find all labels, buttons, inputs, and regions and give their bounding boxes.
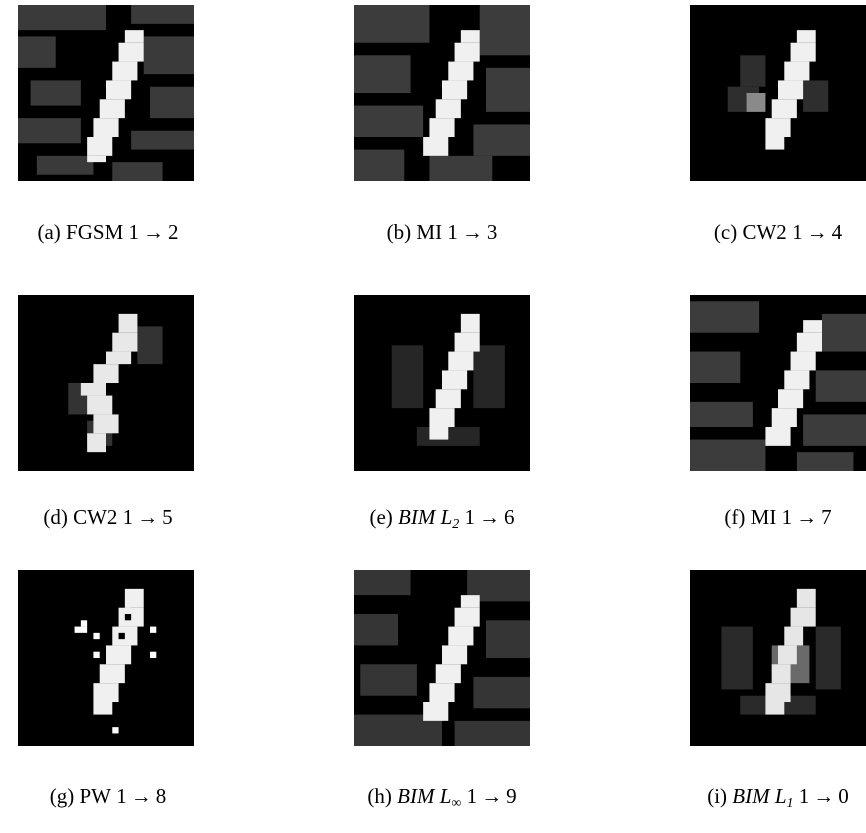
digit-image-e	[354, 295, 530, 471]
adversarial-image-g	[18, 570, 194, 746]
digit-image-h	[354, 570, 530, 746]
caption-c: (c) CW2 1 → 4	[713, 220, 843, 244]
adversarial-image-d	[18, 295, 194, 471]
digit-image-f	[690, 295, 866, 471]
adversarial-image-a	[18, 5, 194, 181]
adversarial-image-c	[690, 5, 866, 181]
caption-e: (e) BIM L2 1 → 6	[369, 505, 515, 532]
caption-h: (h) BIM L∞ 1 → 9	[367, 784, 517, 811]
adversarial-image-h	[354, 570, 530, 746]
caption-a: (a) FGSM 1 → 2	[37, 220, 179, 244]
caption-f: (f) MI 1 → 7	[724, 505, 832, 529]
digit-image-g	[18, 570, 194, 746]
adversarial-image-e	[354, 295, 530, 471]
caption-b: (b) MI 1 → 3	[386, 220, 498, 244]
adversarial-image-i	[690, 570, 866, 746]
caption-d: (d) CW2 1 → 5	[43, 505, 173, 529]
digit-image-b	[354, 5, 530, 181]
adversarial-image-b	[354, 5, 530, 181]
caption-i: (i) BIM L1 1 → 0	[707, 784, 849, 811]
digit-image-a	[18, 5, 194, 181]
digit-image-i	[690, 570, 866, 746]
caption-g: (g) PW 1 → 8	[49, 784, 167, 808]
digit-image-d	[18, 295, 194, 471]
digit-image-c	[690, 5, 866, 181]
adversarial-image-f	[690, 295, 866, 471]
